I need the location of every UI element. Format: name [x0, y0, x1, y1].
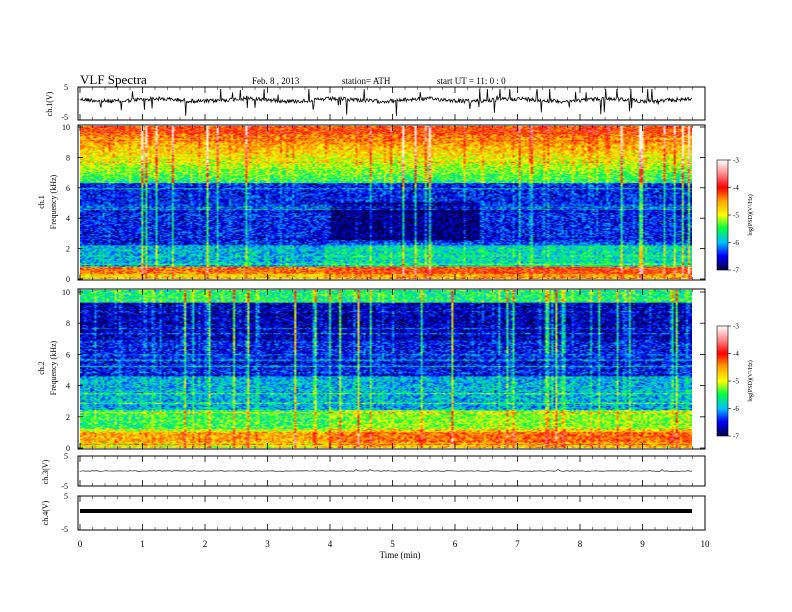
time-tick-label: 0: [78, 539, 83, 549]
frequency-tick-label: 4: [66, 382, 70, 391]
colorbar-tick-label: -5: [733, 378, 739, 386]
colorbar-tick-label: -4: [733, 184, 739, 192]
ch1-ytick-top: 5: [64, 83, 68, 92]
ch1-colorbar-gradient: [716, 159, 729, 271]
ch4-ytick-top: 5: [64, 492, 68, 501]
ch1-colorbar-ticks: -3 -4 -5 -6 -7: [728, 157, 739, 275]
ch1-waveform-line: [79, 88, 693, 116]
ch1-spectrogram-frame: [77, 124, 706, 281]
ch3-waveform-line: [79, 469, 693, 472]
time-tick-label: 3: [265, 539, 270, 549]
ch1-waveform-panel: 5 -5 ch.1(V): [45, 83, 706, 122]
ch3-waveform-ylabel: ch.3(V): [41, 459, 50, 484]
ch1-spectrogram-panel: 0 2 4 6 8 10 ch.1 Frequency (kHz): [37, 123, 706, 284]
figure-title: VLF Spectra: [80, 72, 147, 87]
colorbar-tick-label: -7: [733, 433, 739, 441]
ch1-channel-label: ch.1: [37, 195, 46, 209]
time-tick-label: 1: [140, 539, 145, 549]
ch4-waveform-panel: 5 -5 ch.4(V): [41, 492, 706, 534]
colorbar-tick-label: -3: [733, 323, 739, 331]
ch2-colorbar: -3 -4 -5 -6 -7 log(PSD)(V²/Hz): [716, 323, 754, 441]
time-tick-label: 7: [515, 539, 520, 549]
colorbar-tick-label: -6: [733, 405, 739, 413]
colorbar-tick-label: -4: [733, 350, 739, 358]
ch2-frequency-ticks: 0 2 4 6 8 10: [62, 288, 705, 453]
ch3-ytick-top: 5: [64, 452, 68, 461]
date-label: Feb. 8 , 2013: [252, 76, 300, 86]
ch1-waveform-frame: [77, 86, 706, 121]
ch2-frequency-ylabel: Frequency (kHz): [49, 340, 58, 395]
frequency-tick-label: 0: [66, 444, 70, 453]
time-tick-label: 9: [640, 539, 645, 549]
ch3-waveform-panel: 5 -5 ch.3(V): [41, 452, 706, 491]
time-axis-label: Time (min): [380, 550, 421, 560]
frequency-tick-label: 10: [62, 288, 70, 297]
time-tick-label: 4: [328, 539, 333, 549]
ch2-spectrogram-image: [80, 290, 692, 448]
time-axis-tick-labels: 0 1 2 3 4 5 6 7 8 9 10: [78, 539, 710, 549]
time-tick-label: 10: [701, 539, 711, 549]
station-label: station= ATH: [342, 76, 391, 86]
ch2-colorbar-ticks: -3 -4 -5 -6 -7: [728, 323, 739, 441]
ch1-colorbar: -3 -4 -5 -6 -7 log(PSD)(V²/Hz): [716, 157, 754, 275]
ch1-ytick-bottom: -5: [61, 113, 68, 122]
ch3-ytick-bottom: -5: [61, 482, 68, 491]
ch2-spectrogram-frame: [77, 288, 706, 450]
frequency-tick-label: 6: [66, 350, 70, 359]
frequency-tick-label: 6: [66, 184, 70, 193]
time-tick-label: 8: [578, 539, 583, 549]
frequency-tick-label: 8: [66, 153, 70, 162]
frequency-tick-label: 2: [66, 245, 70, 254]
ch2-colorbar-gradient: [716, 325, 729, 437]
ch2-channel-label: ch.2: [37, 361, 46, 375]
ch1-colorbar-label: log(PSD)(V²/Hz): [747, 194, 754, 235]
ch2-colorbar-label: log(PSD)(V²/Hz): [747, 360, 754, 401]
colorbar-tick-label: -3: [733, 157, 739, 165]
ch4-ytick-bottom: -5: [61, 525, 68, 534]
colorbar-tick-label: -5: [733, 212, 739, 220]
ch2-spectrogram-panel: 0 2 4 6 8 10 ch.2 Frequency (kHz): [37, 288, 706, 453]
time-axis-ticks: [79, 87, 706, 530]
colorbar-tick-label: -6: [733, 239, 739, 247]
frequency-tick-label: 8: [66, 319, 70, 328]
ch4-waveform-trace: [80, 509, 692, 513]
ch4-waveform-ylabel: ch.4(V): [41, 500, 50, 525]
frequency-tick-label: 10: [62, 123, 70, 132]
ch1-waveform-ylabel: ch.1(V): [45, 91, 54, 116]
start-time-label: start UT = 11: 0 : 0: [437, 76, 506, 86]
ch1-spectrogram-image: [80, 126, 692, 279]
frequency-tick-label: 2: [66, 413, 70, 422]
time-tick-label: 6: [453, 539, 458, 549]
time-tick-label: 2: [203, 539, 208, 549]
frequency-tick-label: 0: [66, 275, 70, 284]
time-tick-label: 5: [390, 539, 395, 549]
frequency-tick-label: 4: [66, 214, 70, 223]
ch1-frequency-ticks: 0 2 4 6 8 10: [62, 123, 705, 284]
colorbar-tick-label: -7: [733, 267, 739, 275]
ch1-frequency-ylabel: Frequency (kHz): [49, 174, 58, 229]
